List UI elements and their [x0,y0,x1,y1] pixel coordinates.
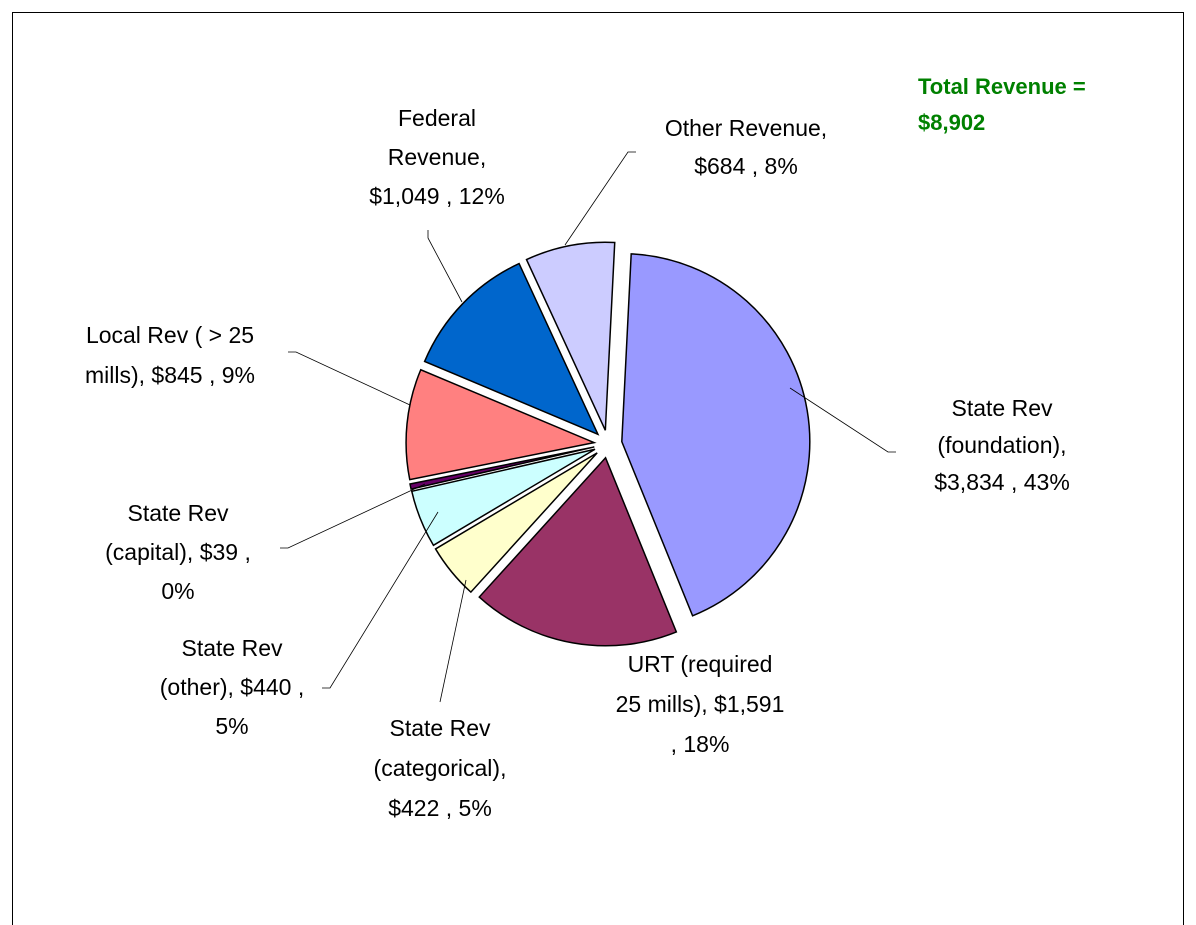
data-label: State Rev [128,500,229,526]
pie-slice [410,448,596,547]
leader-line [427,230,463,303]
data-label: (foundation), [937,432,1066,458]
pie-slice [621,253,811,617]
data-label: State Rev [952,395,1053,421]
pie-slice [434,452,598,594]
leader-line [564,151,636,246]
data-label: State Rev [390,715,491,741]
data-label: Local Rev ( > 25 [86,322,254,348]
pie-slice [405,368,597,481]
pie-slice [525,241,616,431]
data-label: $684 , 8% [694,153,798,179]
data-label: mills), $845 , 9% [85,362,255,388]
data-label: 25 mills), $1,591 [616,691,785,717]
data-label: Federal [398,105,476,131]
data-label: (other), $440 , [160,674,304,700]
data-label: $3,834 , 43% [934,469,1070,495]
leader-line [288,351,411,406]
leader-line [789,387,896,453]
data-label: Revenue, [388,144,486,170]
data-label: URT (required [628,651,773,677]
leader-line [280,483,426,549]
data-label: (capital), $39 , [105,539,251,565]
data-label: $1,049 , 12% [369,183,505,209]
leader-line [322,511,439,689]
total-annotation: Total Revenue = [918,74,1086,99]
pie-slice [423,262,600,436]
chart-frame [12,12,1184,925]
leader-line [439,579,467,703]
total-annotation: $8,902 [918,110,985,135]
data-label: Other Revenue, [665,115,827,141]
pie-slice [478,456,678,647]
data-label: , 18% [671,731,730,757]
data-label: (categorical), [374,755,507,781]
data-label: State Rev [182,635,283,661]
data-label: 5% [215,713,248,739]
pie-slice [409,446,595,490]
data-label: 0% [161,578,194,604]
data-label: $422 , 5% [388,795,492,821]
